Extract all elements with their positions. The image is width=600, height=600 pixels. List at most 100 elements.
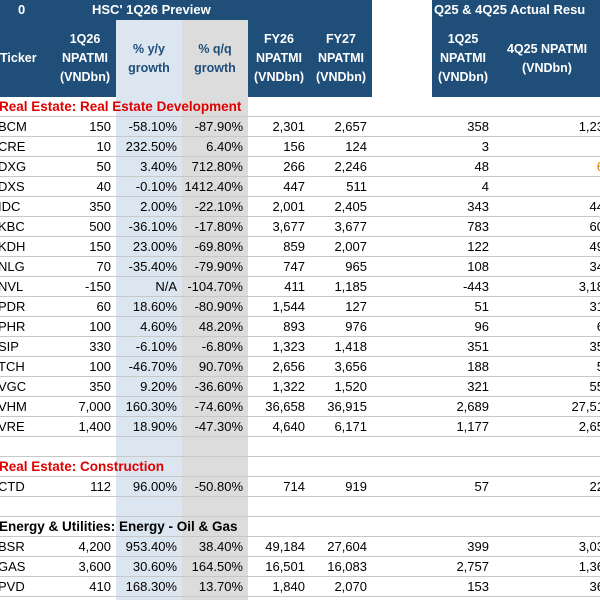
- cell-np1q26[interactable]: 3,600: [78, 559, 111, 574]
- cell-ticker[interactable]: GAS: [0, 559, 26, 574]
- cell-fy26[interactable]: 266: [283, 159, 305, 174]
- cell-np4q25[interactable]: 31: [589, 299, 600, 314]
- col-header-1q26-npatmi[interactable]: 1Q26 NPATMI (VNDbn): [60, 32, 110, 84]
- cell-ticker[interactable]: DXS: [0, 179, 25, 194]
- cell-fy26[interactable]: 411: [284, 279, 305, 294]
- cell-np1q25[interactable]: 57: [474, 479, 489, 494]
- cell-np4q25[interactable]: 22: [589, 479, 600, 494]
- cell-fy26[interactable]: 1,323: [272, 339, 305, 354]
- cell-np4q25[interactable]: [494, 177, 600, 196]
- cell-fy27[interactable]: 511: [346, 179, 367, 194]
- cell-np4q25[interactable]: 6: [494, 317, 600, 336]
- cell-ticker[interactable]: PVD: [0, 579, 25, 594]
- cell-np1q26[interactable]: 60: [96, 299, 111, 314]
- cell-np4q25[interactable]: 6: [494, 157, 600, 176]
- cell-yy[interactable]: 232.50%: [125, 139, 177, 154]
- cell-fy26[interactable]: 2,301: [272, 119, 305, 134]
- cell-np1q25[interactable]: 399: [467, 539, 489, 554]
- cell-fy27[interactable]: 36,915: [327, 399, 367, 414]
- cell-fy27[interactable]: 1,418: [334, 339, 367, 354]
- cell-np4q25[interactable]: 55: [589, 379, 600, 394]
- cell-qq[interactable]: 6.40%: [206, 139, 243, 154]
- cell-ticker[interactable]: KBC: [0, 219, 25, 234]
- cell-np1q26[interactable]: 350: [89, 199, 111, 214]
- cell-yy[interactable]: -58.10%: [128, 119, 177, 134]
- cell-fy26[interactable]: 893: [283, 319, 305, 334]
- cell-np1q25[interactable]: 51: [474, 299, 489, 314]
- cell-yy[interactable]: 30.60%: [132, 559, 177, 574]
- cell-np1q26[interactable]: 500: [89, 219, 111, 234]
- cell-np4q25[interactable]: 44: [589, 199, 600, 214]
- cell-ticker[interactable]: BSR: [0, 539, 25, 554]
- cell-np1q25[interactable]: -443: [462, 279, 489, 294]
- cell-qq[interactable]: 13.70%: [198, 579, 243, 594]
- cell-ticker[interactable]: VGC: [0, 379, 27, 394]
- cell-fy26[interactable]: 859: [283, 239, 305, 254]
- cell-fy27[interactable]: 127: [345, 299, 367, 314]
- cell-np1q26[interactable]: 100: [89, 359, 111, 374]
- cell-qq[interactable]: 712.80%: [191, 159, 243, 174]
- cell-qq[interactable]: 48.20%: [198, 319, 243, 334]
- cell-np4q25[interactable]: 5: [494, 357, 600, 376]
- cell-np4q25[interactable]: [494, 137, 600, 156]
- cell-fy26[interactable]: 2,001: [272, 199, 305, 214]
- cell-np4q25[interactable]: 3,03: [578, 539, 600, 554]
- cell-np4q25[interactable]: 1,23: [578, 119, 600, 134]
- col-header-yy-growth[interactable]: % y/y growth: [116, 20, 182, 97]
- cell-np1q25[interactable]: 96: [474, 319, 489, 334]
- cell-np4q25[interactable]: 27,51: [571, 399, 600, 414]
- cell-ticker[interactable]: VHM: [0, 399, 27, 414]
- cell-np1q26[interactable]: -150: [84, 279, 111, 294]
- cell-fy26[interactable]: 1,322: [272, 379, 305, 394]
- col-header-fy27-npatmi[interactable]: FY27 NPATMI (VNDbn): [316, 32, 366, 84]
- cell-np1q25[interactable]: 108: [467, 259, 489, 274]
- cell-ticker[interactable]: SIP: [0, 339, 19, 354]
- cell-fy26[interactable]: 714: [283, 479, 305, 494]
- cell-np4q25[interactable]: 2,65: [578, 419, 600, 434]
- cell-np1q26[interactable]: 112: [90, 479, 111, 494]
- cell-np1q25[interactable]: 321: [467, 379, 489, 394]
- cell-qq[interactable]: -6.80%: [201, 339, 243, 354]
- cell-np4q25[interactable]: 3,18: [578, 279, 600, 294]
- cell-fy27[interactable]: 16,083: [327, 559, 367, 574]
- cell-fy26[interactable]: 2,656: [272, 359, 305, 374]
- cell-qq[interactable]: -104.70%: [187, 279, 243, 294]
- cell-yy[interactable]: N/A: [155, 279, 177, 294]
- cell-np4q25[interactable]: 1,36: [578, 559, 600, 574]
- cell-fy27[interactable]: 965: [345, 259, 367, 274]
- cell-np1q25[interactable]: 1,177: [456, 419, 489, 434]
- cell-yy[interactable]: 168.30%: [125, 579, 177, 594]
- cell-np1q26[interactable]: 70: [96, 259, 111, 274]
- cell-yy[interactable]: -6.10%: [135, 339, 177, 354]
- cell-ticker[interactable]: PDR: [0, 299, 26, 314]
- cell-qq[interactable]: -22.10%: [194, 199, 243, 214]
- cell-np1q26[interactable]: 100: [89, 319, 111, 334]
- cell-fy26[interactable]: 49,184: [265, 539, 305, 554]
- cell-yy[interactable]: 18.60%: [132, 299, 177, 314]
- cell-np1q25[interactable]: 783: [467, 219, 489, 234]
- cell-yy[interactable]: -46.70%: [128, 359, 177, 374]
- cell-fy26[interactable]: 747: [283, 259, 305, 274]
- col-header-4q25-npatmi[interactable]: 4Q25 NPATMI (VNDbn): [506, 41, 588, 75]
- cell-fy27[interactable]: 27,604: [327, 539, 367, 554]
- cell-np1q26[interactable]: 40: [96, 179, 111, 194]
- cell-yy[interactable]: 953.40%: [125, 539, 177, 554]
- cell-np1q26[interactable]: 330: [89, 339, 111, 354]
- cell-yy[interactable]: 2.00%: [140, 199, 177, 214]
- cell-ticker[interactable]: NLG: [0, 259, 25, 274]
- cell-np1q26[interactable]: 350: [89, 379, 111, 394]
- col-header-ticker[interactable]: Ticker: [0, 51, 37, 65]
- cell-np1q26[interactable]: 150: [89, 119, 111, 134]
- cell-np1q25[interactable]: 122: [467, 239, 489, 254]
- cell-fy26[interactable]: 3,677: [272, 219, 305, 234]
- cell-qq[interactable]: -69.80%: [194, 239, 243, 254]
- cell-yy[interactable]: -0.10%: [135, 179, 177, 194]
- cell-np1q25[interactable]: 2,757: [456, 559, 489, 574]
- cell-ticker[interactable]: TCH: [0, 359, 25, 374]
- cell-qq[interactable]: 38.40%: [198, 539, 243, 554]
- cell-qq[interactable]: -79.90%: [194, 259, 243, 274]
- cell-np1q26[interactable]: 50: [96, 159, 111, 174]
- cell-fy27[interactable]: 2,657: [334, 119, 367, 134]
- cell-np1q26[interactable]: 10: [96, 139, 111, 154]
- cell-np4q25[interactable]: 35: [589, 339, 600, 354]
